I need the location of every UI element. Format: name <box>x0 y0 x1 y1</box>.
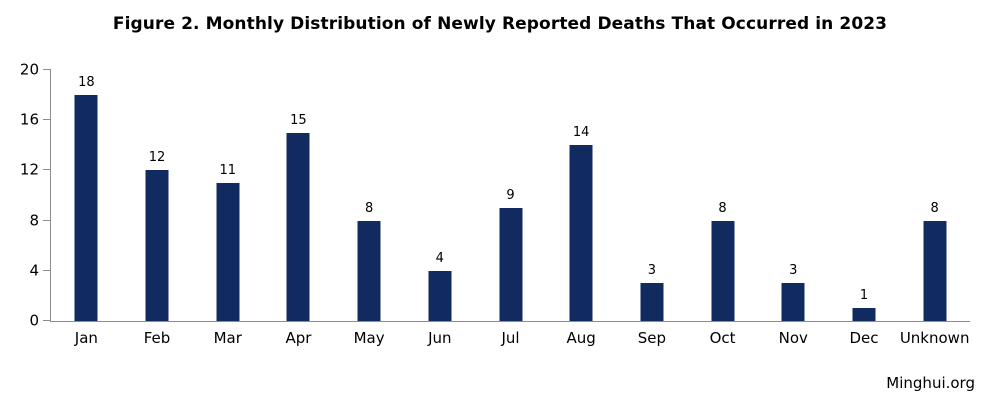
bar-dec <box>852 308 876 321</box>
plot-area: 0 4 8 12 16 20 18 Jan 12 Feb 11 Mar 15 Apr 8 May 4 Jun 9 Ju… <box>20 62 970 346</box>
x-axis-label-mar: Mar <box>213 329 242 347</box>
bar-mar <box>216 182 240 321</box>
y-axis-tick <box>43 219 51 221</box>
y-axis-tick <box>43 169 51 171</box>
bar-value-label: 8 <box>364 200 374 216</box>
bar-value-label: 12 <box>148 150 166 166</box>
y-axis-tick-label: 0 <box>29 311 39 330</box>
x-axis-label-aug: Aug <box>566 329 596 347</box>
bar-value-label: 9 <box>506 188 515 204</box>
bar-oct <box>711 220 735 321</box>
bar-unknown <box>923 220 947 321</box>
bar-sep <box>640 283 664 321</box>
bar-value-label: 3 <box>789 263 798 279</box>
y-axis-tick-label: 16 <box>19 110 39 129</box>
x-axis-label-dec: Dec <box>849 329 879 347</box>
y-axis-tick-label: 4 <box>29 261 39 280</box>
bar-value-label: 15 <box>290 112 307 128</box>
bar-aug <box>569 145 593 321</box>
x-axis-label-unknown: Unknown <box>899 329 970 347</box>
y-axis-tick-label: 12 <box>19 160 39 179</box>
bar-feb <box>145 170 169 321</box>
bar-value-label: 1 <box>859 288 869 304</box>
x-axis-label-may: May <box>353 329 385 347</box>
x-axis-label-jun: Jun <box>428 329 452 347</box>
x-axis-label-nov: Nov <box>778 329 808 347</box>
bar-nov <box>781 283 805 321</box>
x-axis-label-oct: Oct <box>709 329 736 347</box>
bar-value-label: 18 <box>78 75 95 91</box>
x-axis-label-sep: Sep <box>637 329 667 347</box>
y-axis-tick-label: 20 <box>19 60 39 79</box>
bar-jun <box>428 270 452 321</box>
bar-value-label: 3 <box>647 263 657 279</box>
y-axis-tick <box>43 320 51 321</box>
y-axis-tick <box>43 119 51 121</box>
x-axis-label-feb: Feb <box>143 329 171 347</box>
watermark: Minghui.org <box>886 374 975 392</box>
chart-title: Figure 2. Monthly Distribution of Newly … <box>112 14 888 34</box>
x-axis-label-apr: Apr <box>285 329 312 347</box>
x-axis-label-jan: Jan <box>74 329 98 347</box>
y-axis-tick-label: 8 <box>29 211 39 230</box>
bar-jul <box>499 208 522 321</box>
bar-may <box>357 220 381 321</box>
bar-value-label: 11 <box>219 162 236 178</box>
bar-value-label: 8 <box>930 200 939 216</box>
bar-apr <box>286 132 310 321</box>
bar-jan <box>74 95 98 321</box>
bar-value-label: 8 <box>718 200 727 216</box>
y-axis-tick <box>43 69 51 70</box>
y-axis-tick <box>43 269 51 271</box>
bar-value-label: 14 <box>572 125 590 141</box>
x-axis-label-jul: Jul <box>501 329 520 347</box>
bar-value-label: 4 <box>435 250 444 266</box>
